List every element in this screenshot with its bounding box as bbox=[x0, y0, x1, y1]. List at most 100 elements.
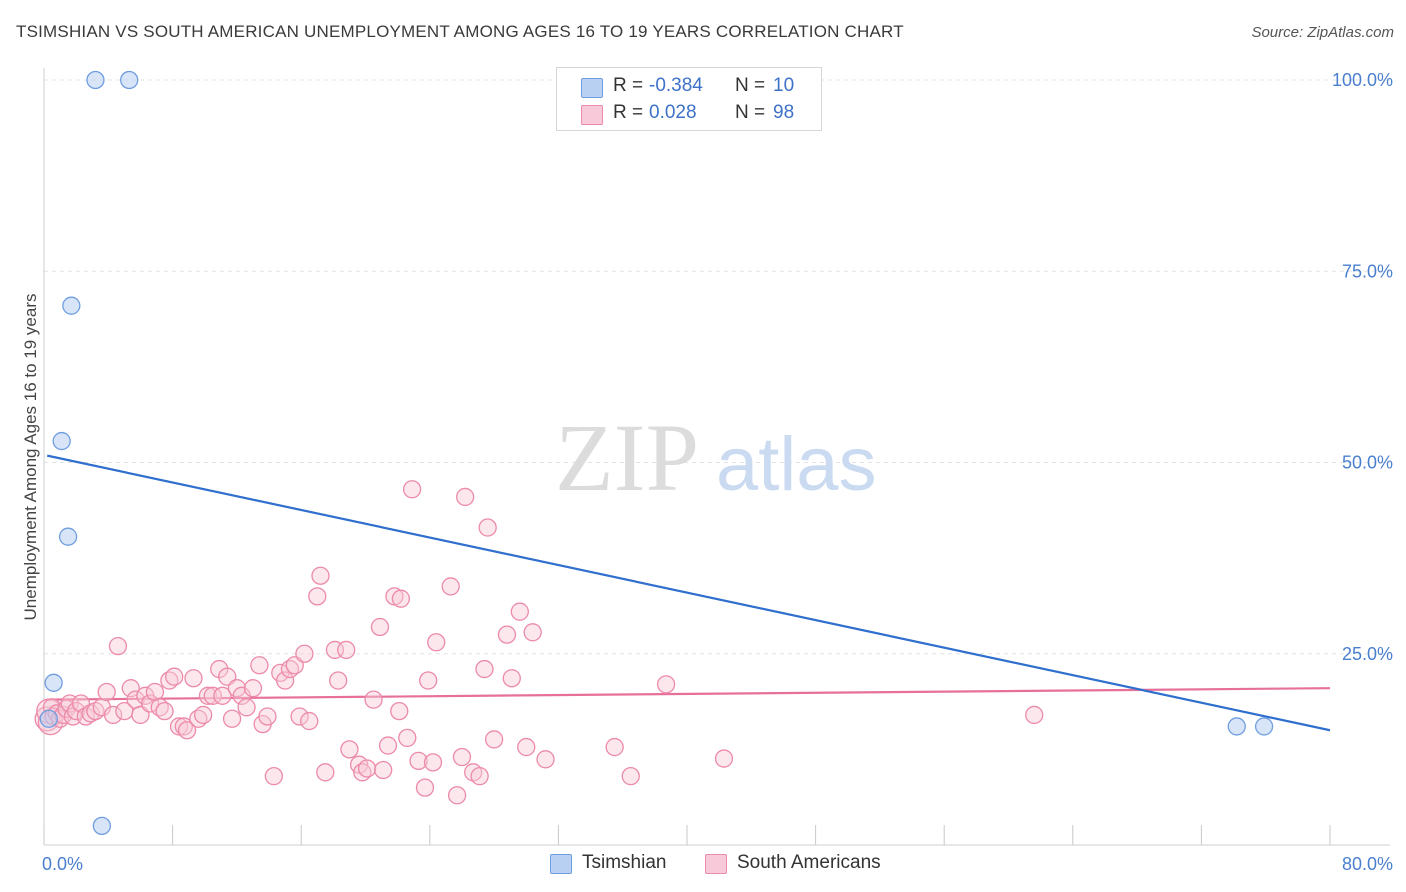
south-americans-point bbox=[308, 587, 327, 606]
south-americans-point bbox=[456, 487, 475, 507]
tsimshian-point bbox=[86, 70, 105, 90]
axis-labels: 25.0% 50.0% 75.0% 100.0% 0.0% 80.0% bbox=[42, 70, 1393, 874]
south-americans-point bbox=[390, 701, 409, 721]
correlation-legend: R = -0.384 N = 10 R = 0.028 N = 98 bbox=[556, 67, 822, 131]
south-americans-swatch bbox=[705, 854, 727, 874]
tsimshian-swatch bbox=[581, 78, 603, 98]
watermark-zip: ZIP bbox=[555, 404, 699, 511]
n-value: 10 bbox=[773, 75, 795, 96]
south-americans-point bbox=[484, 730, 504, 749]
south-americans-point bbox=[502, 669, 521, 688]
south-americans-point bbox=[275, 671, 295, 690]
south-americans-trend-line bbox=[47, 687, 1331, 701]
tsimshian-point bbox=[1227, 717, 1246, 736]
south-americans-point bbox=[76, 707, 95, 726]
south-americans-point bbox=[364, 690, 383, 709]
south-americans-point bbox=[165, 667, 184, 686]
x-tick-label: 0.0% bbox=[42, 854, 83, 874]
south-americans-point bbox=[378, 736, 398, 755]
south-americans-point bbox=[311, 566, 330, 585]
south-americans-point bbox=[415, 778, 435, 797]
south-americans-point bbox=[329, 671, 348, 690]
tsimshian-point bbox=[52, 431, 71, 451]
south-americans-point bbox=[447, 786, 467, 805]
south-americans-point bbox=[184, 669, 203, 688]
south-americans-point bbox=[497, 625, 517, 644]
south-americans-point bbox=[155, 701, 174, 721]
south-americans-point bbox=[222, 709, 242, 728]
south-americans-point bbox=[337, 640, 356, 660]
tsimshian-point bbox=[39, 709, 58, 728]
south-americans-point bbox=[357, 759, 377, 778]
south-americans-point bbox=[237, 698, 256, 717]
south-americans-point bbox=[264, 767, 284, 786]
tsimshian-points bbox=[39, 70, 1274, 836]
n-label: N = bbox=[735, 102, 766, 123]
x-tick-label: 80.0% bbox=[1342, 854, 1393, 874]
r-label: R = bbox=[613, 102, 644, 123]
y-tick-label: 100.0% bbox=[1332, 70, 1393, 90]
y-tick-label: 50.0% bbox=[1342, 453, 1393, 473]
south-americans-point bbox=[605, 737, 624, 757]
south-americans-point bbox=[295, 644, 314, 663]
n-label: N = bbox=[735, 75, 766, 96]
south-americans-point bbox=[193, 705, 213, 725]
south-americans-point bbox=[536, 750, 555, 769]
y-tick-label: 25.0% bbox=[1342, 644, 1393, 664]
south-americans-point bbox=[203, 686, 222, 705]
south-americans-point bbox=[121, 679, 140, 698]
tsimshian-point bbox=[92, 816, 112, 836]
tsimshian-point bbox=[44, 673, 63, 692]
y-tick-label: 75.0% bbox=[1342, 261, 1393, 281]
south-americans-point bbox=[470, 767, 489, 786]
south-americans-point bbox=[714, 749, 734, 768]
tsimshian-legend-label: Tsimshian bbox=[582, 852, 667, 873]
tsimshian-point bbox=[1254, 717, 1274, 736]
south-americans-point bbox=[97, 682, 116, 702]
south-americans-legend-label: South Americans bbox=[737, 852, 881, 873]
watermark: ZIP atlas bbox=[555, 404, 877, 511]
south-americans-point bbox=[1025, 705, 1044, 725]
tsimshian-trend-line bbox=[46, 454, 1331, 732]
south-americans-point bbox=[103, 705, 123, 725]
south-americans-point bbox=[510, 602, 529, 621]
source-label: Source: ZipAtlas.com bbox=[1251, 24, 1394, 41]
south-americans-point bbox=[140, 694, 160, 713]
south-americans-point bbox=[441, 577, 460, 596]
grid-lines bbox=[44, 79, 1390, 655]
south-americans-point bbox=[145, 682, 165, 702]
tsimshian-point bbox=[58, 527, 78, 546]
south-americans-point bbox=[621, 767, 640, 786]
south-americans-point bbox=[213, 686, 232, 705]
r-value: -0.384 bbox=[649, 75, 703, 96]
south-americans-point bbox=[177, 721, 197, 740]
south-americans-point bbox=[391, 589, 411, 608]
south-americans-swatch bbox=[581, 105, 603, 125]
south-americans-point bbox=[402, 480, 422, 499]
south-americans-point bbox=[517, 737, 536, 757]
n-value: 98 bbox=[773, 102, 795, 123]
south-americans-point bbox=[370, 617, 390, 637]
south-americans-point bbox=[523, 623, 542, 642]
tsimshian-point bbox=[62, 296, 81, 315]
south-americans-point bbox=[63, 707, 83, 726]
south-americans-point bbox=[475, 659, 494, 679]
tsimshian-swatch bbox=[550, 854, 572, 874]
south-americans-point bbox=[374, 760, 393, 780]
watermark-atlas: atlas bbox=[716, 422, 877, 507]
y-axis-title: Unemployment Among Ages 16 to 19 years bbox=[21, 294, 40, 621]
tsimshian-point bbox=[120, 70, 139, 90]
south-americans-point bbox=[656, 675, 676, 694]
axes bbox=[43, 68, 1390, 846]
south-americans-point bbox=[243, 679, 263, 698]
chart-title: TSIMSHIAN VS SOUTH AMERICAN UNEMPLOYMENT… bbox=[16, 22, 904, 41]
south-americans-point bbox=[108, 636, 128, 656]
south-americans-point bbox=[423, 753, 443, 772]
r-label: R = bbox=[613, 75, 644, 96]
south-americans-point bbox=[398, 728, 417, 748]
r-value: 0.028 bbox=[649, 102, 697, 123]
south-americans-point bbox=[409, 751, 428, 770]
south-americans-point bbox=[290, 707, 309, 726]
south-americans-points bbox=[34, 480, 1044, 805]
